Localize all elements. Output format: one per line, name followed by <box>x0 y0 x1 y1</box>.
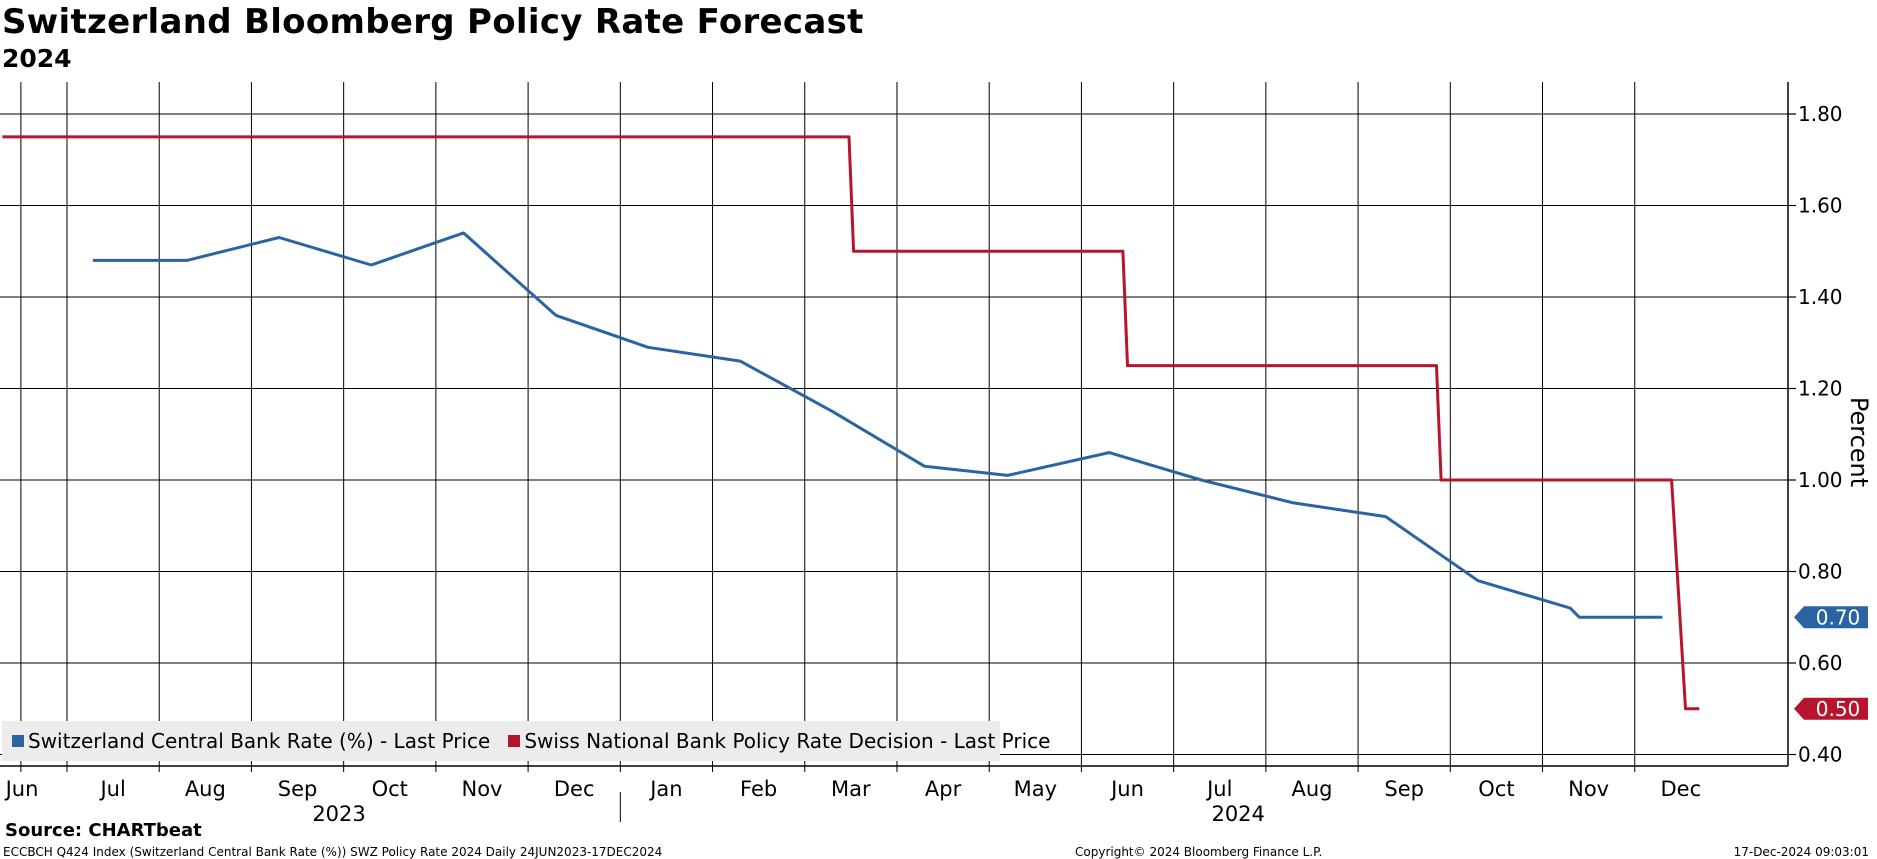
x-tick-label: Sep <box>278 777 318 801</box>
x-tick-label: Jan <box>648 777 682 801</box>
y-tick-label: 1.00 <box>1798 468 1843 492</box>
x-tick-label: Apr <box>925 777 962 801</box>
x-tick-label: Feb <box>740 777 777 801</box>
x-tick-label: Jun <box>1109 777 1144 801</box>
year-label: 2024 <box>1211 802 1264 826</box>
y-tick-label: 0.80 <box>1798 560 1843 584</box>
x-tick-label: Aug <box>185 777 226 801</box>
legend-swatch-blue <box>12 735 24 747</box>
last-value-label-blue: 0.70 <box>1816 605 1861 629</box>
series-line-central-bank-rate <box>92 231 1663 619</box>
y-tick-label: 1.20 <box>1798 377 1843 401</box>
x-tick-label: Nov <box>1568 777 1609 801</box>
x-tick-label: Aug <box>1291 777 1332 801</box>
chart-subtitle: 2024 <box>2 44 72 73</box>
year-label: 2023 <box>312 802 365 826</box>
y-tick-label: 1.40 <box>1798 285 1843 309</box>
last-value-label-red: 0.50 <box>1816 697 1861 721</box>
y-tick-label: 1.80 <box>1798 102 1843 126</box>
y-tick-label: 0.40 <box>1798 743 1843 767</box>
footer-timestamp: 17-Dec-2024 09:03:01 <box>1733 845 1869 859</box>
x-tick-label: Mar <box>831 777 871 801</box>
chart-legend: Switzerland Central Bank Rate (%) - Last… <box>2 721 1050 761</box>
x-tick-label: May <box>1014 777 1057 801</box>
footer-copyright: Copyright© 2024 Bloomberg Finance L.P. <box>1075 845 1323 859</box>
y-tick-label: 0.60 <box>1798 651 1843 675</box>
y-axis-title: Percent <box>1845 397 1873 487</box>
legend-item-policy-rate-decision[interactable]: Swiss National Bank Policy Rate Decision… <box>508 729 1050 753</box>
x-tick-label: Jul <box>1205 777 1232 801</box>
source-note: Source: CHARTbeat <box>5 820 202 841</box>
x-tick-label: Dec <box>1661 777 1702 801</box>
x-tick-label: Dec <box>554 777 595 801</box>
last-value-tag-blue <box>1794 606 1868 629</box>
x-tick-label: Jun <box>4 777 39 801</box>
legend-item-central-bank-rate[interactable]: Switzerland Central Bank Rate (%) - Last… <box>12 729 490 753</box>
x-tick-label: Oct <box>1478 777 1514 801</box>
x-tick-label: Nov <box>461 777 502 801</box>
legend-label-central-bank-rate: Switzerland Central Bank Rate (%) - Last… <box>28 729 491 753</box>
y-tick-label: 1.60 <box>1798 194 1843 218</box>
x-tick-label: Oct <box>372 777 408 801</box>
x-tick-label: Jul <box>98 777 125 801</box>
series-line-policy-rate-decision <box>2 135 1700 711</box>
chart-title: Switzerland Bloomberg Policy Rate Foreca… <box>2 2 864 42</box>
legend-swatch-red <box>508 735 521 747</box>
footer-index-description: ECCBCH Q424 Index (Switzerland Central B… <box>3 845 663 859</box>
legend-label-policy-rate-decision: Swiss National Bank Policy Rate Decision… <box>524 729 1051 753</box>
x-tick-label: Sep <box>1384 777 1424 801</box>
last-value-tag-red <box>1794 697 1868 720</box>
